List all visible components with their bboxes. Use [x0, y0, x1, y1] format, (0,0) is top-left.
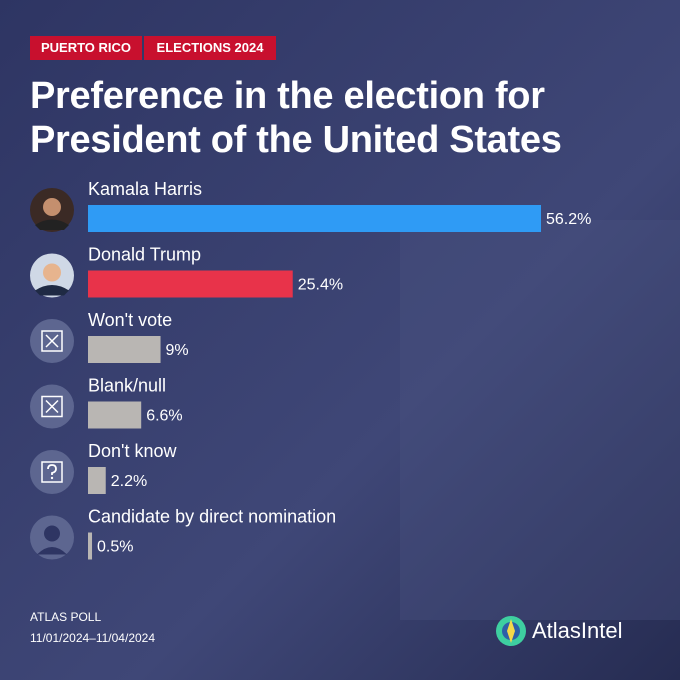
category-icon	[30, 515, 74, 560]
icon-x	[45, 399, 59, 414]
category-label: Donald Trump	[88, 244, 201, 264]
icon-bg	[30, 450, 74, 494]
category-icon	[30, 188, 74, 232]
category-icon	[30, 384, 74, 429]
value-label: 56.2%	[546, 211, 591, 228]
value-label: 9%	[166, 342, 189, 359]
tag-box	[30, 36, 142, 60]
bar	[88, 401, 142, 429]
brand: AtlasIntel	[532, 618, 623, 643]
icon-box	[41, 395, 63, 418]
bar	[88, 532, 93, 560]
category-icon	[30, 319, 74, 363]
tag: ELECTIONS 2024	[157, 40, 265, 55]
chart-title: Preference in the election for President…	[30, 75, 562, 161]
logo-star	[507, 619, 515, 643]
avatar-face	[43, 198, 61, 216]
footer-poll: ATLAS POLL	[30, 610, 101, 624]
icon-question	[47, 464, 57, 475]
bar	[88, 467, 106, 494]
silhouette-body	[37, 547, 67, 555]
tag-box	[144, 36, 276, 60]
category-icon	[30, 253, 74, 298]
icon-x	[45, 334, 59, 348]
bar	[88, 270, 293, 298]
category-icon	[30, 450, 74, 494]
icon-question-dot	[50, 476, 54, 480]
icon-box	[41, 330, 63, 352]
category-label: Don't know	[88, 441, 177, 461]
category-label: Won't vote	[88, 310, 172, 330]
value-label: 2.2%	[111, 473, 147, 490]
category-label: Candidate by direct nomination	[88, 506, 336, 526]
avatar-body	[35, 285, 69, 296]
value-label: 6.6%	[146, 408, 182, 425]
tag: PUERTO RICO	[41, 40, 131, 55]
background-building	[400, 220, 680, 620]
icon-box	[41, 461, 63, 483]
value-label: 25.4%	[298, 277, 343, 294]
value-label: 0.5%	[97, 539, 133, 556]
brand-logo	[496, 616, 526, 646]
bar	[88, 336, 161, 363]
footer-dates: 11/01/2024–11/04/2024	[30, 631, 155, 645]
avatar-face	[43, 263, 61, 282]
silhouette-head	[44, 525, 60, 542]
category-label: Blank/null	[88, 375, 166, 395]
bar	[88, 205, 541, 232]
avatar-body	[35, 219, 69, 230]
category-label: Kamala Harris	[88, 179, 202, 199]
